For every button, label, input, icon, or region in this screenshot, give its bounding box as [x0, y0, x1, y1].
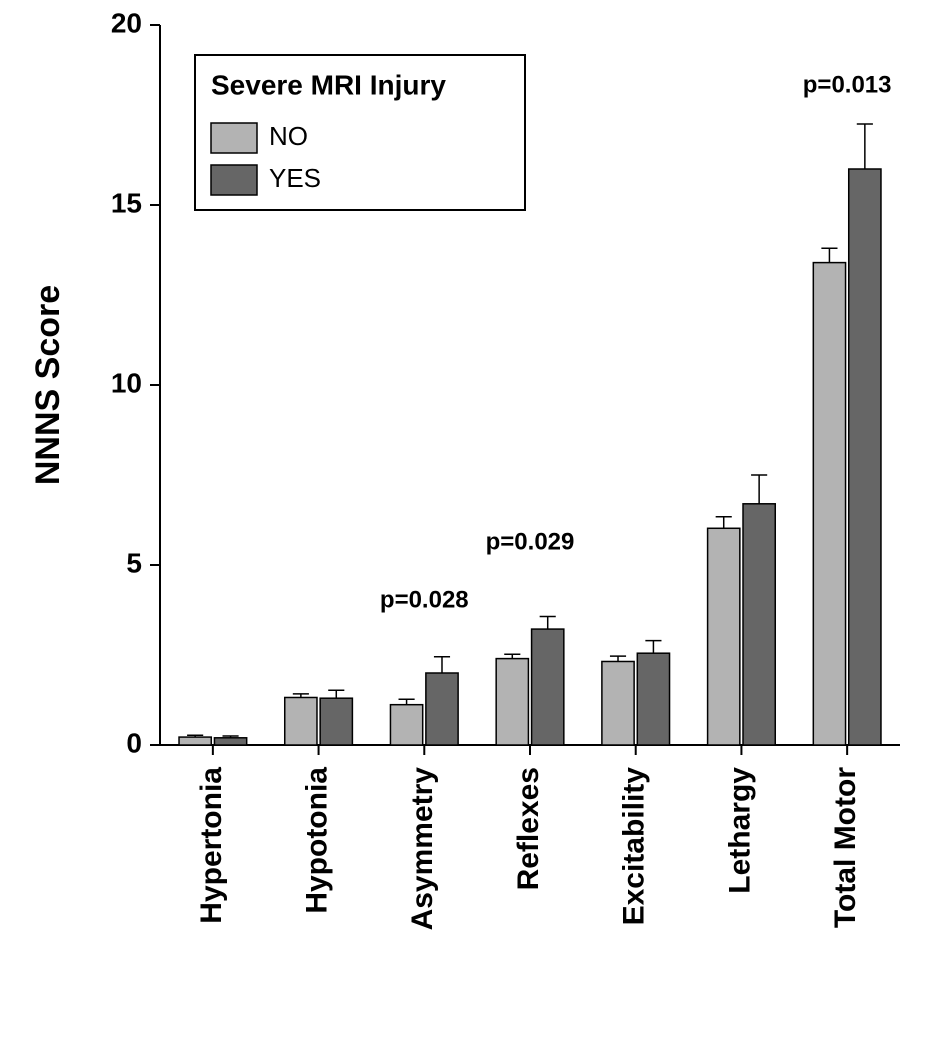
- bar: [743, 504, 775, 745]
- bar: [532, 629, 564, 745]
- y-tick-label: 10: [111, 367, 142, 398]
- bar: [426, 673, 458, 745]
- x-category-label: Lethargy: [723, 767, 756, 894]
- x-category-label: Excitability: [618, 767, 651, 926]
- x-category-label: Total Motor: [829, 767, 862, 928]
- x-category-label: Reflexes: [512, 767, 545, 890]
- bar: [813, 263, 845, 745]
- legend-item-label: NO: [269, 121, 308, 151]
- bar: [849, 169, 881, 745]
- p-value-annotation: p=0.028: [380, 586, 469, 613]
- bar: [179, 737, 211, 745]
- bar: [285, 697, 317, 745]
- legend-swatch: [211, 165, 257, 195]
- legend-item-label: YES: [269, 163, 321, 193]
- bar: [708, 528, 740, 745]
- bar: [637, 653, 669, 745]
- x-category-label: Hypertonia: [195, 767, 228, 924]
- legend-title: Severe MRI Injury: [211, 69, 446, 100]
- x-category-label: Asymmetry: [406, 767, 439, 931]
- bar: [496, 659, 528, 745]
- legend-swatch: [211, 123, 257, 153]
- bar: [320, 698, 352, 745]
- y-tick-label: 15: [111, 187, 142, 218]
- y-tick-label: 0: [126, 727, 142, 758]
- x-category-label: Hypotonia: [300, 767, 333, 914]
- bar: [214, 738, 246, 745]
- p-value-annotation: p=0.013: [803, 72, 892, 99]
- y-tick-label: 20: [111, 7, 142, 38]
- y-tick-label: 5: [126, 547, 142, 578]
- bar: [390, 705, 422, 745]
- bar: [602, 661, 634, 745]
- y-axis-label: NNNS Score: [29, 285, 67, 485]
- nnns-bar-chart: 0 5 10 15 20 NNNS Score Hypertonia Hypotonia Asy…: [0, 0, 937, 1050]
- p-value-annotation: p=0.029: [486, 529, 575, 556]
